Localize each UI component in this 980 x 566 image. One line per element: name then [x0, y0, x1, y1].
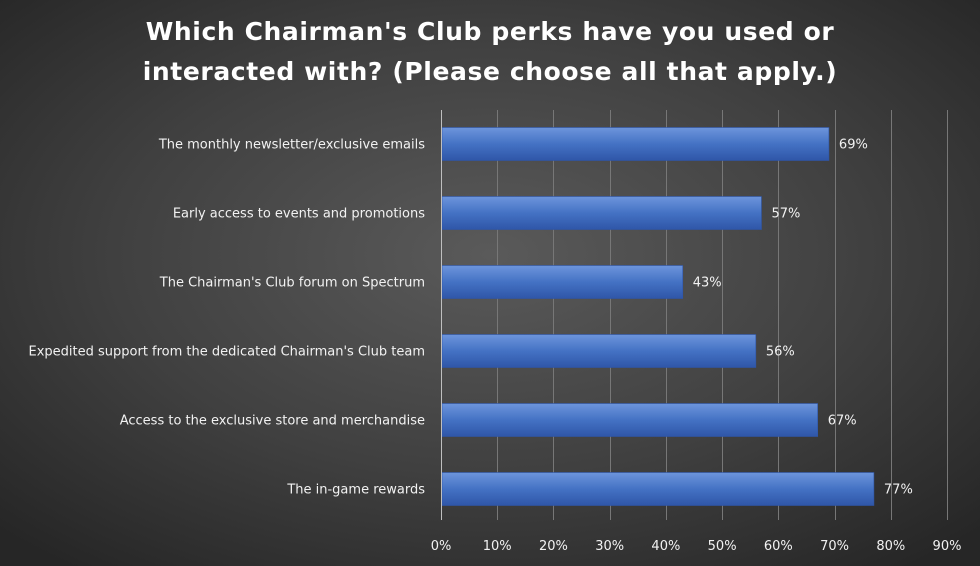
- x-tick-label: 70%: [820, 539, 849, 554]
- bar: [441, 265, 684, 299]
- chart-title-line-1: Which Chairman's Club perks have you use…: [146, 17, 835, 46]
- data-label: 56%: [766, 345, 795, 360]
- x-tick-label: 10%: [483, 539, 512, 554]
- x-tick-label: 30%: [595, 539, 624, 554]
- x-tick-label: 0%: [431, 539, 452, 554]
- x-tick-label: 50%: [708, 539, 737, 554]
- category-label: The monthly newsletter/exclusive emails: [158, 138, 425, 153]
- bar: [441, 334, 757, 368]
- gridlines: [497, 110, 948, 520]
- data-label: 77%: [884, 483, 913, 498]
- bar: [441, 403, 818, 437]
- data-label: 69%: [839, 138, 868, 153]
- category-label: The Chairman's Club forum on Spectrum: [159, 276, 425, 291]
- category-label: Access to the exclusive store and mercha…: [120, 414, 425, 429]
- data-label: 67%: [828, 414, 857, 429]
- data-label: 43%: [693, 276, 722, 291]
- bars: [441, 127, 875, 506]
- category-label: The in-game rewards: [286, 483, 425, 498]
- x-tick-label: 90%: [933, 539, 962, 554]
- data-label: 57%: [771, 207, 800, 222]
- bar: [441, 196, 762, 230]
- bar: [441, 472, 875, 506]
- x-tick-label: 40%: [651, 539, 680, 554]
- x-tick-label: 80%: [876, 539, 905, 554]
- category-label: Early access to events and promotions: [173, 207, 425, 222]
- category-label: Expedited support from the dedicated Cha…: [29, 345, 426, 360]
- chart-title-line-2: interacted with? (Please choose all that…: [143, 57, 838, 86]
- x-tick-label: 20%: [539, 539, 568, 554]
- category-labels: The monthly newsletter/exclusive emails E…: [29, 138, 426, 498]
- data-labels: 69% 57% 43% 56% 67% 77%: [693, 138, 913, 498]
- x-axis-ticks: 0% 10% 20% 30% 40% 50% 60% 70% 80% 90%: [431, 539, 962, 554]
- bar: [441, 127, 830, 161]
- x-tick-label: 60%: [764, 539, 793, 554]
